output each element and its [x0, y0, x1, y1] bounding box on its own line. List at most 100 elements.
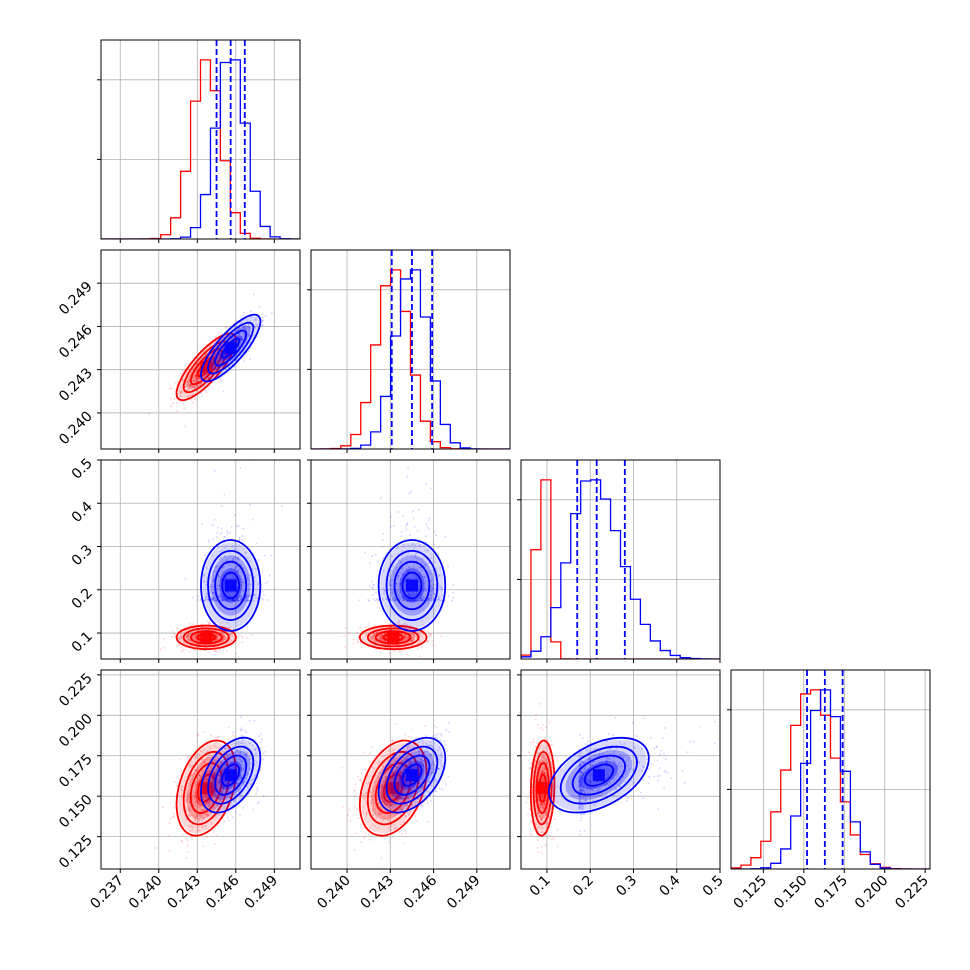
- blue-point: [229, 767, 231, 770]
- blue-point: [425, 563, 428, 566]
- red-point: [403, 636, 406, 639]
- blue-point: [205, 825, 207, 828]
- red-point: [195, 781, 198, 783]
- blue-point: [434, 584, 437, 587]
- blue-point: [391, 596, 394, 599]
- red-point: [227, 641, 230, 644]
- red-point: [196, 769, 199, 772]
- blue-point: [393, 596, 396, 599]
- red-point: [383, 639, 386, 642]
- blue-point: [237, 595, 240, 598]
- blue-point: [437, 546, 440, 549]
- blue-point: [249, 753, 252, 756]
- red-point: [203, 731, 206, 733]
- blue-point: [268, 574, 271, 577]
- red-point: [373, 638, 376, 640]
- red-point: [188, 763, 191, 766]
- blue-point: [239, 728, 242, 731]
- red-point: [218, 354, 221, 357]
- red-point: [194, 364, 197, 367]
- blue-point: [226, 557, 229, 560]
- red-point: [214, 773, 217, 775]
- red-point: [188, 778, 191, 781]
- blue-point: [245, 597, 248, 600]
- blue-point: [217, 784, 220, 787]
- blue-point: [212, 342, 215, 345]
- blue-point: [240, 794, 243, 797]
- red-point: [216, 359, 219, 362]
- blue-point: [219, 778, 222, 781]
- red-point: [378, 637, 381, 640]
- blue-point: [428, 570, 431, 573]
- blue-point: [238, 567, 241, 570]
- blue-point: [371, 555, 374, 557]
- blue-point: [222, 594, 225, 597]
- red-point: [173, 806, 176, 809]
- red-point: [172, 630, 175, 633]
- panel-p4-p1: 0.2370.2400.2430.2460.2490.1250.1500.175…: [56, 669, 301, 912]
- red-point: [191, 393, 194, 396]
- blue-point: [237, 741, 240, 743]
- blue-point: [212, 578, 215, 581]
- red-point: [212, 365, 215, 368]
- blue-density-peak: [224, 579, 237, 592]
- blue-point: [381, 546, 384, 549]
- blue-point: [202, 817, 204, 820]
- red-point: [188, 814, 191, 817]
- red-point: [195, 378, 198, 381]
- red-point: [197, 803, 200, 806]
- blue-point: [429, 599, 432, 602]
- blue-point: [222, 598, 225, 601]
- red-point: [172, 815, 175, 818]
- red-point: [373, 633, 376, 636]
- blue-point: [216, 356, 219, 359]
- red-point: [383, 632, 386, 635]
- red-point: [189, 384, 192, 387]
- blue-point: [211, 523, 214, 526]
- blue-point: [235, 782, 238, 785]
- red-point: [216, 638, 219, 641]
- red-point: [221, 632, 224, 635]
- red-point: [202, 809, 204, 812]
- blue-point: [219, 379, 222, 382]
- red-point: [195, 390, 198, 392]
- red-point: [225, 754, 228, 757]
- red-point: [192, 375, 195, 377]
- blue-point: [260, 324, 263, 327]
- red-point: [187, 796, 190, 799]
- red-point: [188, 825, 191, 828]
- blue-point: [224, 764, 227, 767]
- red-point: [218, 352, 221, 355]
- red-point: [197, 802, 200, 805]
- red-point: [205, 836, 208, 838]
- blue-point: [207, 598, 210, 601]
- blue-point: [414, 594, 417, 597]
- blue-point: [262, 594, 265, 597]
- blue-point: [244, 599, 247, 602]
- blue-point: [242, 767, 245, 769]
- red-point: [216, 736, 219, 738]
- blue-point: [205, 596, 208, 599]
- blue-point: [414, 598, 417, 601]
- blue-point: [241, 326, 244, 329]
- blue-point: [241, 338, 244, 341]
- red-point: [215, 634, 218, 637]
- blue-point: [396, 591, 399, 594]
- red-point: [217, 787, 220, 790]
- red-point: [400, 639, 403, 642]
- blue-point: [248, 503, 251, 506]
- blue-point: [223, 354, 226, 356]
- red-point: [161, 806, 164, 809]
- red-point: [181, 379, 184, 382]
- blue-point: [230, 599, 233, 602]
- blue-point: [246, 334, 249, 337]
- red-point: [202, 760, 205, 763]
- red-point: [193, 379, 196, 382]
- red-point: [221, 631, 224, 634]
- red-point: [148, 412, 151, 415]
- blue-point: [240, 766, 242, 769]
- red-point: [208, 345, 211, 348]
- red-point: [357, 627, 360, 630]
- blue-point: [224, 598, 227, 601]
- blue-point: [245, 750, 248, 753]
